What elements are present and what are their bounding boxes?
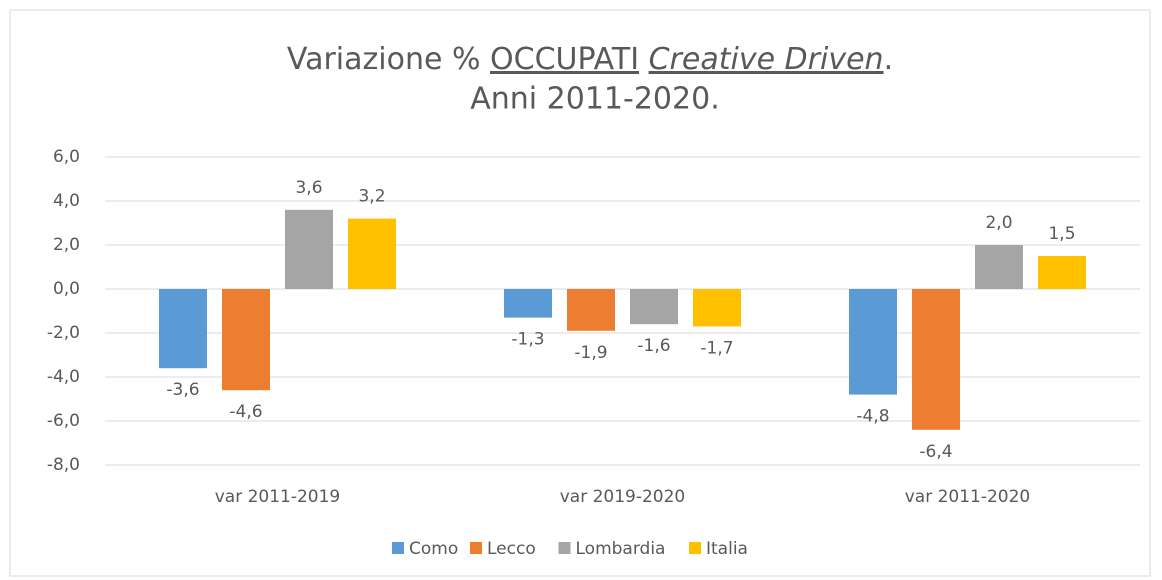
data-label: 3,6 [295, 178, 322, 198]
y-tick-label: -4,0 [47, 367, 80, 387]
data-label: -4,6 [229, 402, 262, 422]
legend-swatch [470, 542, 482, 554]
chart-title: Variazione % OCCUPATI Creative Driven. [287, 42, 893, 77]
data-label: -1,6 [637, 336, 670, 356]
data-label: -6,4 [919, 442, 952, 462]
legend-label: Como [409, 539, 458, 559]
bar [912, 289, 960, 430]
y-tick-label: -2,0 [47, 323, 80, 343]
data-label: -1,9 [574, 343, 607, 363]
data-label: -3,6 [166, 380, 199, 400]
x-tick-label: var 2019-2020 [560, 487, 686, 507]
data-label: 3,2 [358, 187, 385, 207]
title-part: Variazione % [287, 42, 481, 77]
bar [693, 289, 741, 327]
y-tick-label: 6,0 [53, 147, 80, 167]
data-label: -1,3 [511, 330, 544, 350]
y-tick-label: 2,0 [53, 235, 80, 255]
chart-subtitle: Anni 2011-2020. [470, 82, 719, 117]
bar [567, 289, 615, 331]
y-tick-label: -6,0 [47, 411, 80, 431]
title-part: OCCUPATI [490, 42, 639, 77]
x-tick-label: var 2011-2020 [905, 487, 1031, 507]
bar [630, 289, 678, 325]
legend-label: Italia [706, 539, 748, 559]
legend-swatch [558, 542, 571, 554]
bar [975, 245, 1023, 289]
bar [159, 289, 207, 369]
y-tick-label: 0,0 [53, 279, 80, 299]
bar [285, 209, 333, 289]
title-part: . [884, 42, 894, 77]
bar [504, 289, 552, 318]
legend-swatch [392, 542, 404, 554]
data-label: 1,5 [1048, 224, 1075, 244]
bar [1038, 256, 1086, 289]
data-label: -1,7 [700, 338, 733, 358]
y-tick-label: 4,0 [53, 191, 80, 211]
legend-swatch [689, 542, 701, 554]
y-tick-label: -8,0 [47, 455, 80, 475]
legend-label: Lombardia [576, 539, 666, 559]
bar [849, 289, 897, 395]
x-tick-label: var 2011-2019 [215, 487, 341, 507]
legend-label: Lecco [487, 539, 536, 559]
bar [222, 289, 270, 391]
data-label: 2,0 [985, 213, 1012, 233]
title-part: Creative Driven [649, 42, 884, 77]
data-label: -4,8 [856, 407, 889, 427]
bar [348, 218, 396, 289]
